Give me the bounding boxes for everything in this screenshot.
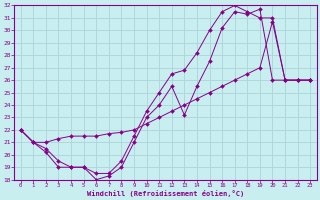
X-axis label: Windchill (Refroidissement éolien,°C): Windchill (Refroidissement éolien,°C) — [87, 190, 244, 197]
